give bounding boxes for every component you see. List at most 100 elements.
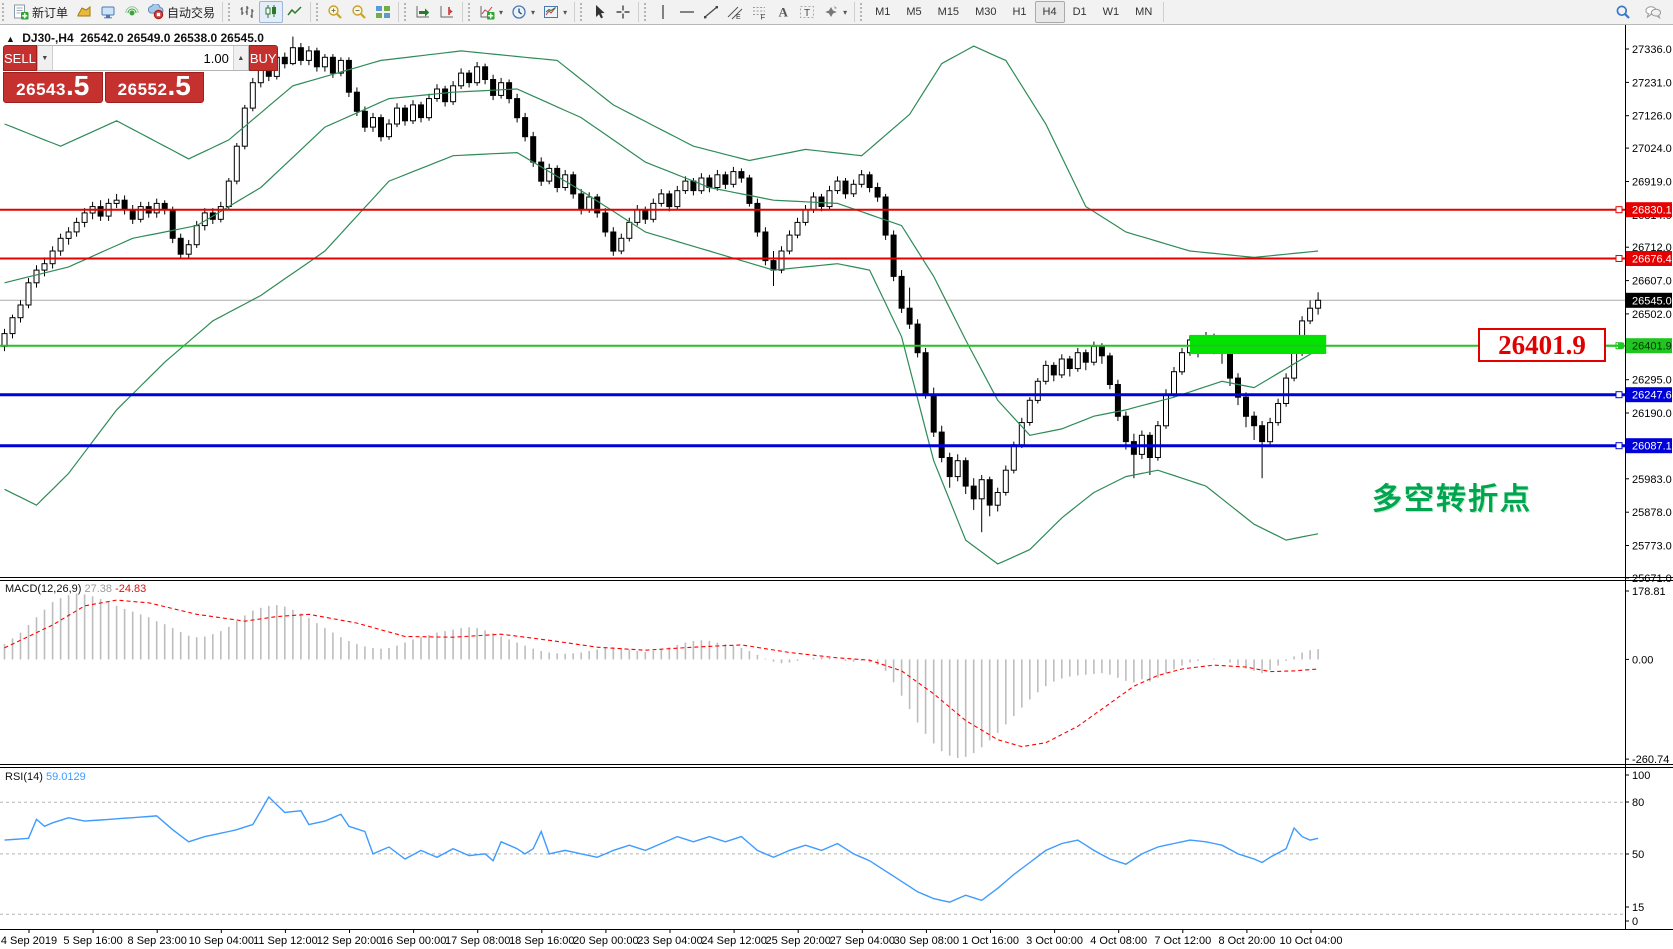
- channel-button[interactable]: E: [723, 1, 747, 23]
- buy-button[interactable]: BUY: [248, 45, 278, 71]
- toolbar-grip[interactable]: [2, 3, 7, 21]
- axis-price-label: 26401.9: [1626, 338, 1672, 354]
- tile-windows-button[interactable]: [371, 1, 395, 23]
- horizontal-line-26676.4[interactable]: [0, 255, 1625, 262]
- toolbar-separator: [462, 2, 464, 22]
- sell-price-button[interactable]: 26543 .5: [3, 72, 103, 103]
- auto-scroll-button[interactable]: [411, 1, 435, 23]
- toolbar-grip[interactable]: [228, 3, 233, 21]
- chat-icon: [1645, 6, 1661, 20]
- candlestick-chart-button[interactable]: [259, 1, 284, 23]
- horizontal-line-button[interactable]: [675, 1, 699, 23]
- timeframe-w1-button[interactable]: W1: [1102, 6, 1120, 18]
- timeframe-m5-button[interactable]: M5: [906, 6, 922, 18]
- volume-increase-button[interactable]: ▲: [232, 46, 248, 70]
- panel-splitter-macd[interactable]: [0, 577, 1673, 581]
- svg-text:30 Sep 08:00: 30 Sep 08:00: [894, 935, 959, 947]
- svg-text:26919.0: 26919.0: [1632, 177, 1672, 189]
- svg-text:26401.9: 26401.9: [1632, 341, 1672, 353]
- timeframe-mn-button[interactable]: MN: [1135, 6, 1153, 18]
- svg-text:26190.0: 26190.0: [1632, 408, 1672, 420]
- terminal-button[interactable]: [96, 1, 120, 23]
- svg-text:23 Sep 04:00: 23 Sep 04:00: [637, 935, 702, 947]
- macd-main-value: 27.38: [84, 583, 113, 595]
- symbol-timeframe: DJ30-,H4: [22, 31, 74, 45]
- sell-button[interactable]: SELL: [3, 45, 37, 71]
- collapse-panel-icon[interactable]: ▲: [6, 34, 15, 44]
- toolbar-grip[interactable]: [644, 3, 649, 21]
- toolbar-separator: [574, 2, 576, 22]
- signals-button[interactable]: [120, 1, 144, 23]
- toolbar-separator: [222, 2, 224, 22]
- horizontal-line-26087.1[interactable]: [0, 442, 1625, 450]
- toolbar-grip[interactable]: [316, 3, 321, 21]
- toolbar-separator: [398, 2, 400, 22]
- volume-input[interactable]: [52, 46, 233, 70]
- ohlc-close: 26545.0: [220, 31, 264, 45]
- macd-signal-value: -24.83: [115, 583, 147, 595]
- timeframe-d1-button[interactable]: D1: [1072, 6, 1087, 18]
- panel-splitter-rsi[interactable]: [0, 764, 1673, 768]
- svg-text:25773.0: 25773.0: [1632, 541, 1672, 553]
- templates-button[interactable]: ▾: [539, 1, 571, 23]
- svg-text:-260.74: -260.74: [1632, 754, 1669, 766]
- autotrading-icon: [148, 4, 164, 20]
- market-button[interactable]: [72, 1, 96, 23]
- svg-text:27231.0: 27231.0: [1632, 77, 1672, 89]
- periods-button[interactable]: ▾: [507, 1, 539, 23]
- date-axis[interactable]: 4 Sep 2019 5 Sep 16:00 8 Sep 23:00 10 Sep 0…: [1, 929, 1343, 947]
- cursor-button[interactable]: [587, 1, 611, 23]
- svg-text:16 Sep 00:00: 16 Sep 00:00: [381, 935, 446, 947]
- rsi-name: RSI(14): [5, 771, 43, 783]
- zoom-in-button[interactable]: [323, 1, 347, 23]
- svg-text:T: T: [804, 8, 810, 19]
- timeframe-h4-button[interactable]: H4: [1034, 1, 1065, 23]
- rsi-axis: 100 80 50 15 0: [1625, 770, 1650, 928]
- horizontal-line-26830.1[interactable]: [0, 206, 1625, 214]
- vertical-line-button[interactable]: [651, 1, 675, 23]
- fibonacci-button[interactable]: F: [747, 1, 771, 23]
- toolbar-grip[interactable]: [860, 3, 865, 21]
- timeframe-h1-button[interactable]: H1: [1012, 6, 1027, 18]
- svg-text:10 Sep 04:00: 10 Sep 04:00: [189, 935, 254, 947]
- toolbar-grip[interactable]: [468, 3, 473, 21]
- timeframe-m15-button[interactable]: M15: [937, 6, 960, 18]
- bollinger-lower-band: [4, 151, 1319, 565]
- vline-icon: [662, 5, 664, 19]
- text-label-button[interactable]: T: [795, 1, 819, 23]
- search-button[interactable]: [1611, 1, 1635, 23]
- volume-decrease-button[interactable]: ▼: [37, 46, 53, 70]
- toolbar-grip[interactable]: [404, 3, 409, 21]
- sell-button-label: SELL: [4, 50, 36, 66]
- toolbar-separator: [638, 2, 640, 22]
- zoom-out-button[interactable]: [347, 1, 371, 23]
- new-order-button[interactable]: 新订单: [9, 1, 72, 23]
- one-click-trading-panel: SELL ▼ ▲ BUY 26543 .5 26552 .5: [3, 45, 278, 103]
- bar-chart-button[interactable]: [235, 1, 259, 23]
- crosshair-button[interactable]: [611, 1, 635, 23]
- trendline-button[interactable]: [699, 1, 723, 23]
- svg-text:26087.1: 26087.1: [1632, 441, 1672, 453]
- trendline-icon: [704, 6, 719, 19]
- horizontal-line-26247.6[interactable]: [0, 391, 1625, 399]
- symbol-info-line: ▲ DJ30-,H4 26542.0 26549.0 26538.0 26545…: [6, 31, 264, 45]
- autotrading-button[interactable]: 自动交易: [144, 1, 219, 23]
- line-chart-button[interactable]: [283, 1, 307, 23]
- indicators-button[interactable]: ▾: [475, 1, 507, 23]
- bollinger-upper-band: [4, 45, 1319, 259]
- shapes-button[interactable]: ▾: [819, 1, 851, 23]
- svg-text:25 Sep 20:00: 25 Sep 20:00: [765, 935, 830, 947]
- hline-icon: [680, 11, 695, 13]
- svg-text:10 Oct 04:00: 10 Oct 04:00: [1280, 935, 1343, 947]
- chat-button[interactable]: [1641, 1, 1665, 23]
- green-zone-rectangle[interactable]: [1190, 334, 1327, 354]
- timeframe-m1-button[interactable]: M1: [875, 6, 891, 18]
- svg-text:26295.0: 26295.0: [1632, 375, 1672, 387]
- chart-shift-button[interactable]: [435, 1, 459, 23]
- toolbar-grip[interactable]: [580, 3, 585, 21]
- buy-price-button[interactable]: 26552 .5: [104, 72, 204, 103]
- text-button[interactable]: A: [771, 1, 795, 23]
- svg-text:5 Sep 16:00: 5 Sep 16:00: [63, 935, 122, 947]
- timeframe-m30-button[interactable]: M30: [975, 6, 997, 18]
